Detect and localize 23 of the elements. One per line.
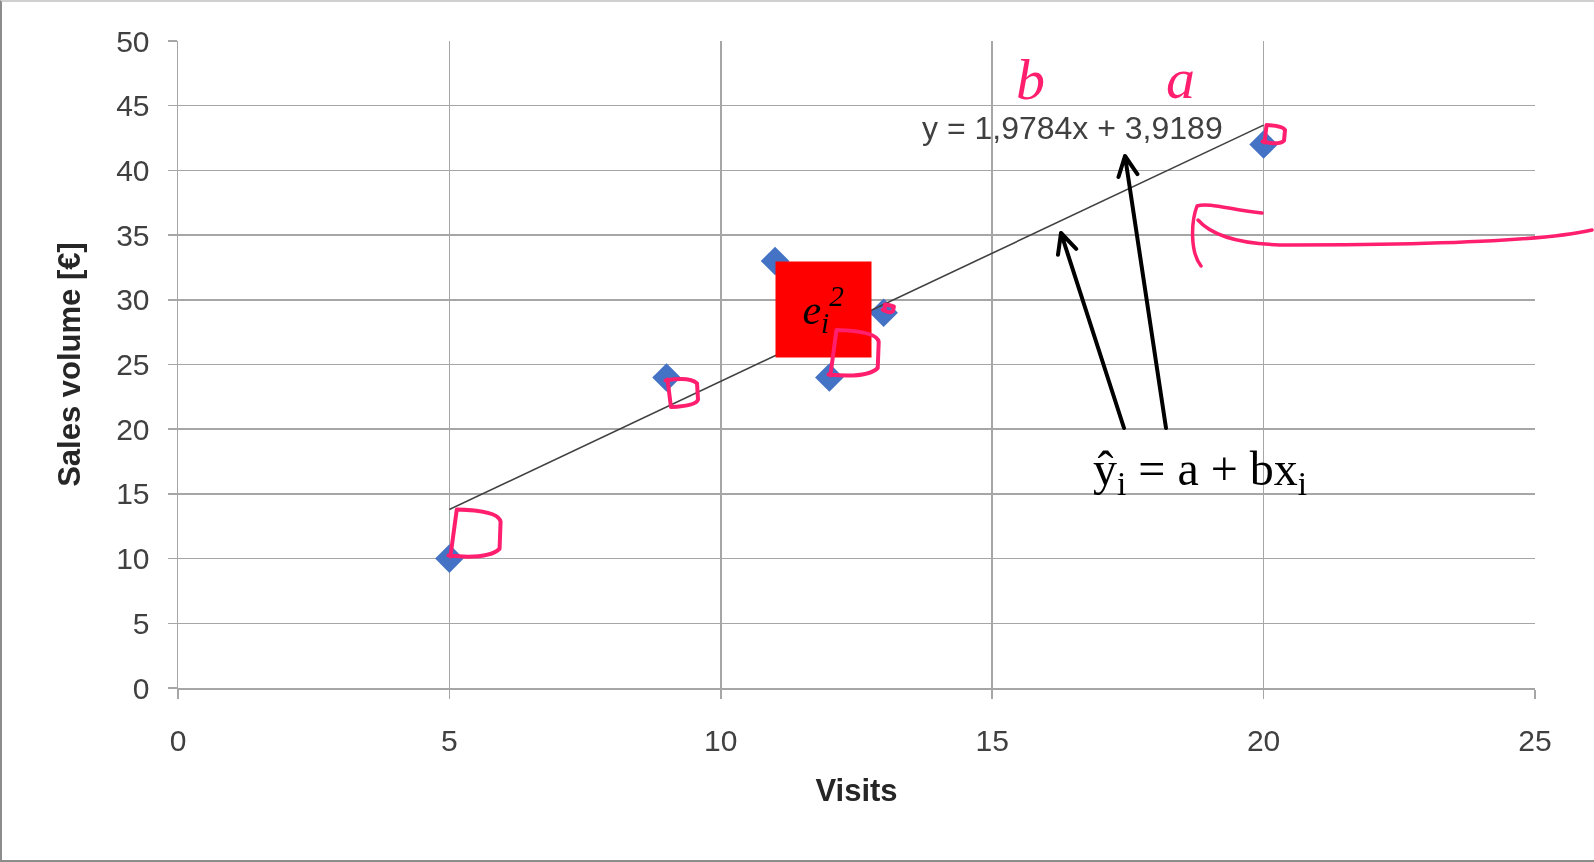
annotation: y = 1,9784x + 3,9189 [922,110,1223,146]
x-axis-title: Visits [815,773,898,809]
annotation: a [1166,46,1195,111]
y-tick-label: 5 [132,606,150,640]
y-tick-label: 45 [116,89,150,123]
x-tick-label: 5 [441,723,458,757]
x-tick-label: 0 [169,723,187,757]
y-tick-label: 35 [116,218,150,252]
y-tick-label: 50 [116,24,150,58]
y-tick-label: 25 [116,348,150,381]
y-tick-label: 20 [116,412,150,446]
x-tick-label: 25 [1518,723,1552,757]
y-tick-label: 40 [116,153,150,187]
y-axis-title: Sales volume [€] [52,242,88,487]
y-tick-label: 0 [132,671,150,705]
x-tick-label: 15 [975,723,1009,757]
x-tick-label: 10 [704,723,738,757]
annotation: b [1016,47,1045,112]
y-tick-label: 30 [116,283,150,317]
x-tick-label: 20 [1246,723,1281,757]
annotation: ŷ$_{i}$ = a + bx$_{i}$ [1093,442,1308,503]
y-tick-label: 10 [116,542,150,576]
y-tick-label: 15 [116,477,150,511]
